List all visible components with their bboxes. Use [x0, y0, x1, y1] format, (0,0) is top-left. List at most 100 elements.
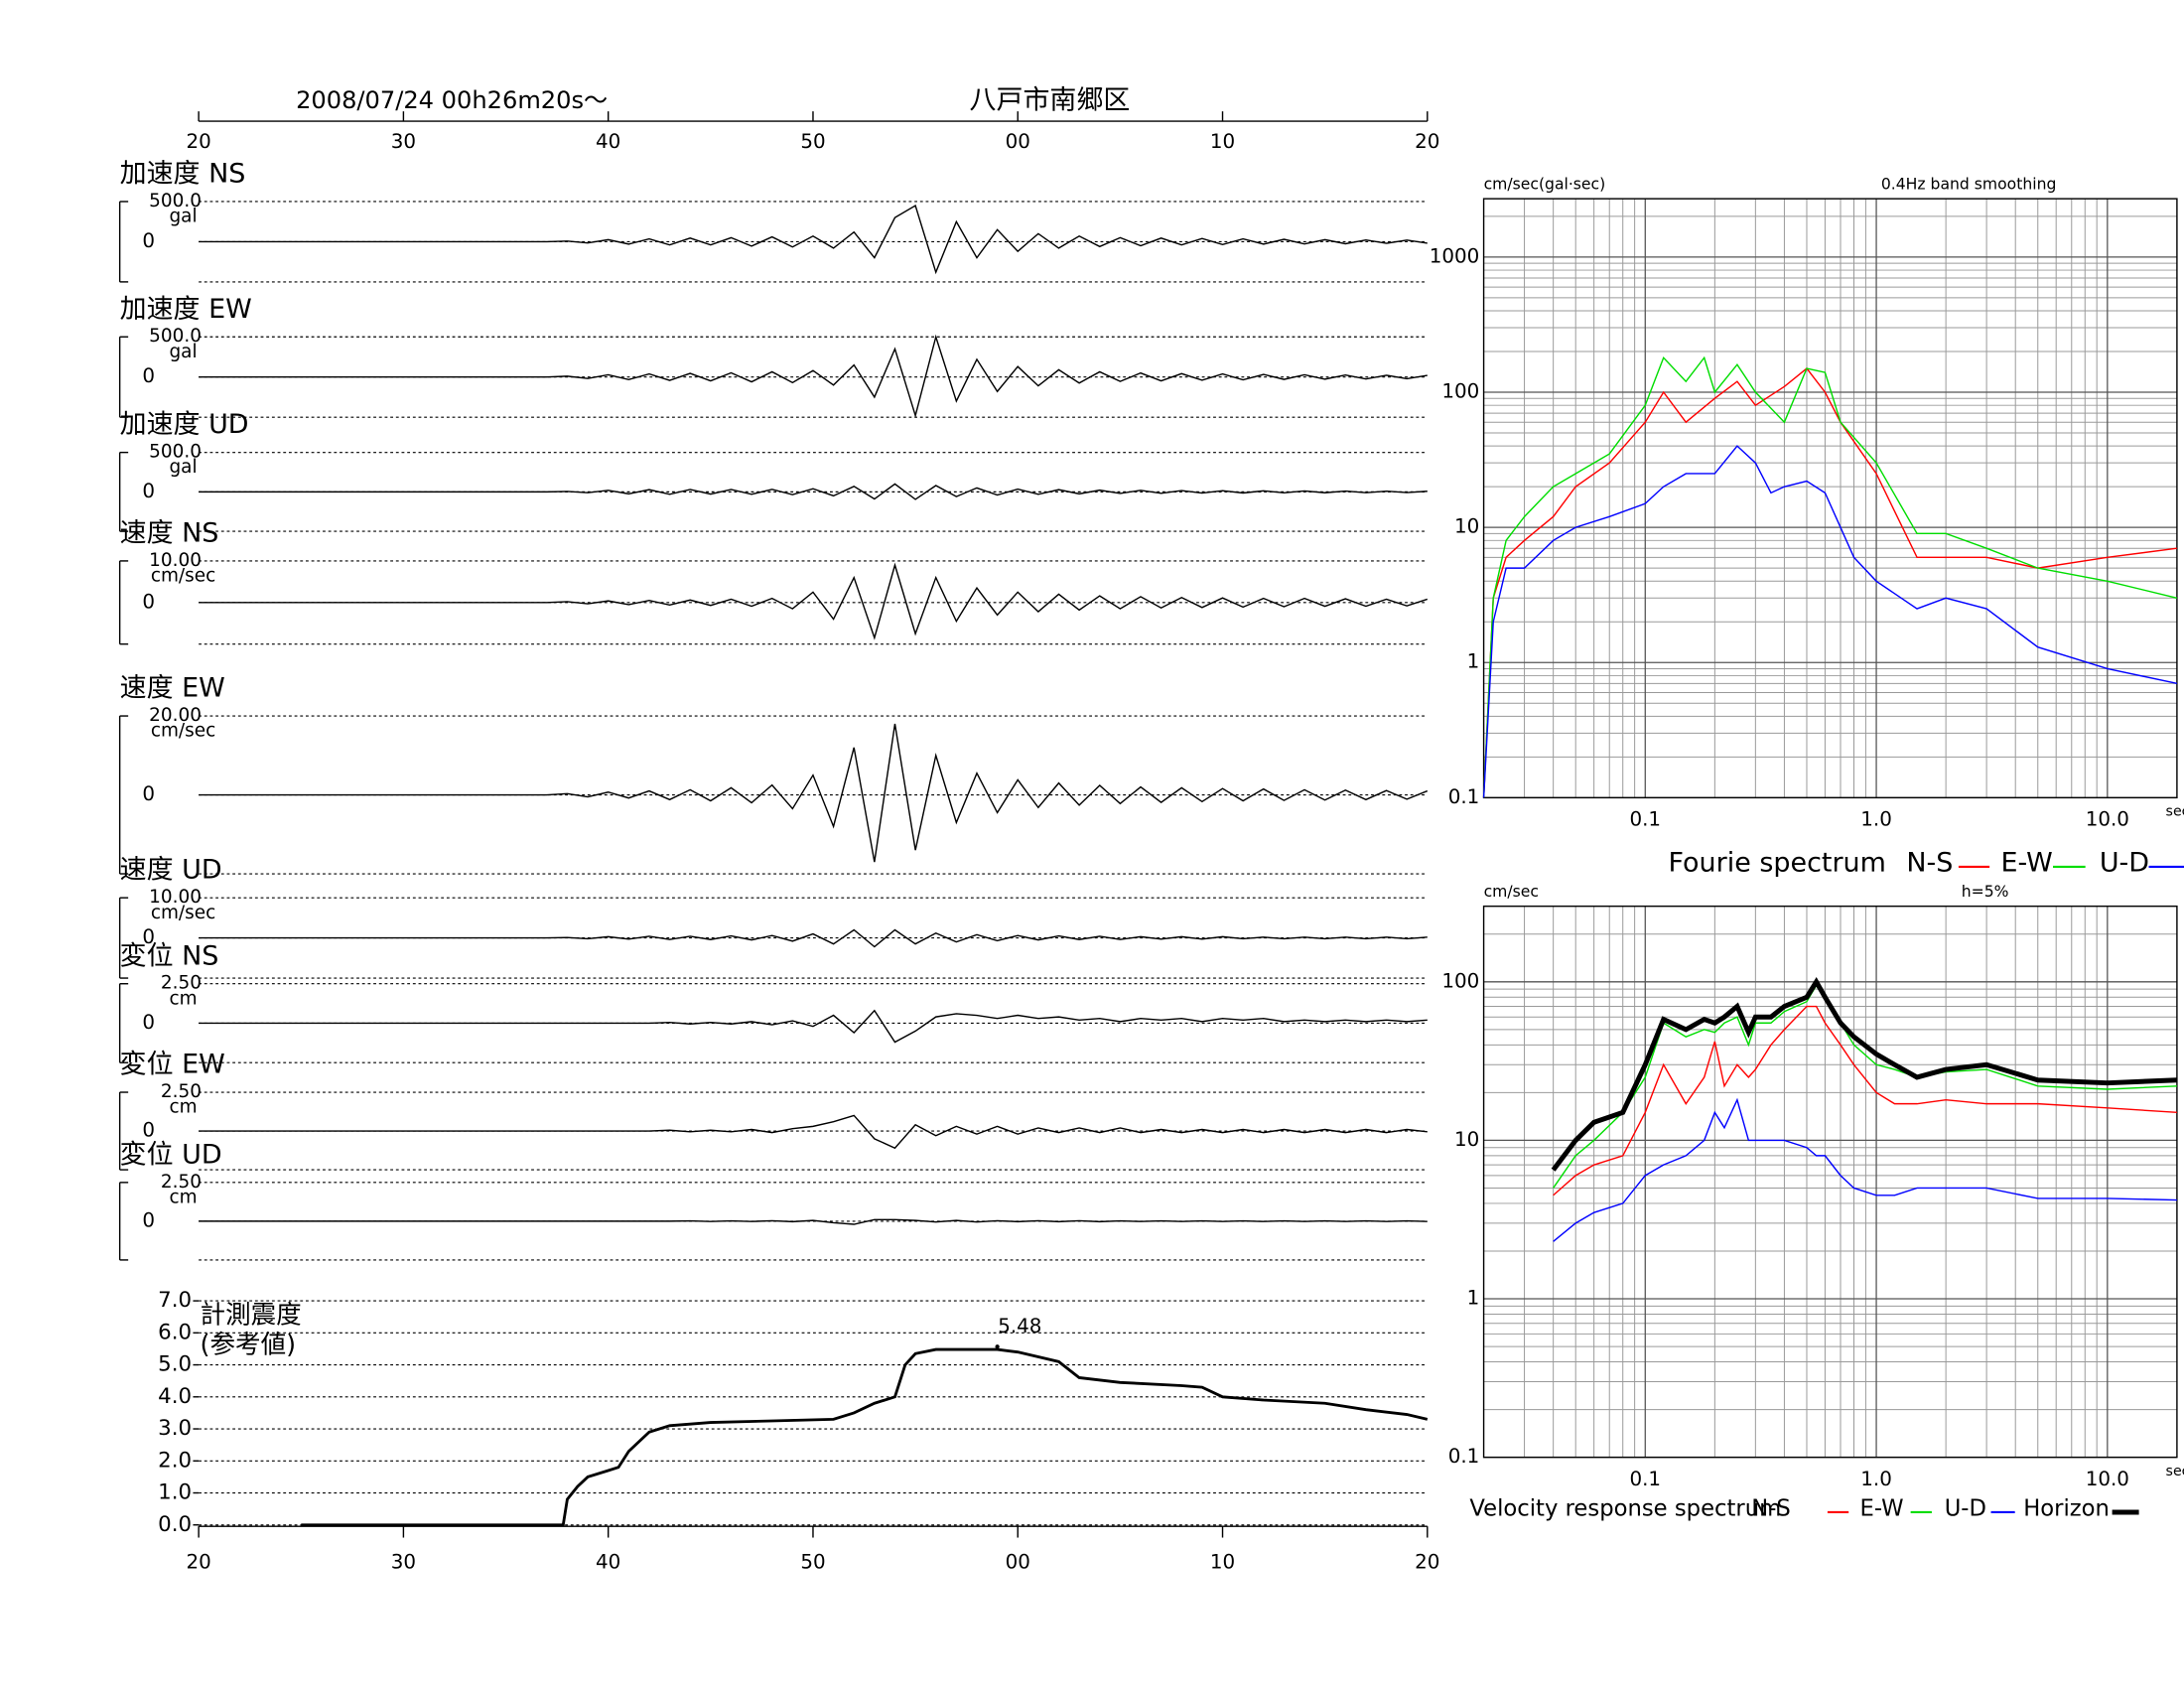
waveform-trace [199, 483, 1428, 500]
x-tick-label: 1.0 [1860, 808, 1892, 831]
x-tick-label: 0.1 [1629, 808, 1661, 831]
chart-subtitle: (参考値) [201, 1331, 297, 1360]
legend-title: Velocity response spectrum [1469, 1496, 1781, 1522]
y-tick-label: 100 [1441, 969, 1479, 992]
x-tick-label: 20 [1415, 1551, 1439, 1574]
x-unit: sec [2166, 1464, 2184, 1479]
y-tick-label: 100 [1441, 379, 1479, 402]
x-tick-label: 10.0 [2086, 808, 2129, 831]
series-line [1553, 984, 2177, 1189]
x-tick-label: 30 [391, 1551, 416, 1574]
y-tick-label: 0.1 [1448, 1445, 1480, 1468]
x-tick-label: 50 [800, 130, 825, 153]
y-tick-label: 1 [1467, 1287, 1480, 1310]
y-tick-label: 0 [142, 1011, 155, 1034]
y-tick-label: 0 [142, 364, 155, 387]
panel-title: 変位 UD [120, 1139, 222, 1170]
y-tick-label: 0 [142, 1119, 155, 1142]
station-header: 八戸市南郷区 [970, 85, 1131, 116]
series-line [1482, 355, 2178, 798]
series-line [1482, 367, 2177, 798]
y-tick-label: 0.0 [158, 1512, 192, 1537]
x-unit: sec [2166, 804, 2184, 820]
x-tick-label: 20 [186, 130, 210, 153]
plot-frame [1482, 198, 2178, 799]
waveform-trace [199, 1218, 1428, 1225]
waveform-trace [199, 928, 1428, 948]
peak-marker [995, 1344, 1000, 1349]
x-tick-label: 00 [1006, 1551, 1030, 1574]
legend-label: E-W [1860, 1496, 1904, 1522]
waveform-trace [199, 334, 1428, 419]
y-tick-label: 0 [142, 480, 155, 502]
waveform-trace [199, 204, 1428, 275]
panel-title: 速度 UD [120, 855, 222, 886]
x-tick-label: 30 [391, 130, 416, 153]
y-tick-label: 0 [142, 1208, 155, 1231]
panel-title: 速度 NS [120, 517, 219, 548]
waveform-trace [199, 1114, 1428, 1150]
y-tick-label: 1000 [1430, 244, 1480, 267]
panel-title: 変位 EW [120, 1050, 225, 1080]
unit-label: gal [169, 342, 197, 362]
y-tick-label: 2.50 [161, 1081, 202, 1102]
legend-label: N-S [1906, 848, 1953, 879]
y-tick-label: 10.00 [149, 550, 202, 571]
y-tick-label: 2.0 [158, 1448, 192, 1473]
waveform-trace [199, 723, 1429, 863]
x-tick-label: 1.0 [1860, 1468, 1892, 1490]
x-tick-label: 10.0 [2086, 1468, 2129, 1490]
y-tick-label: 0.1 [1448, 785, 1480, 808]
panel-title: 加速度 NS [120, 159, 246, 190]
x-tick-label: 50 [800, 1551, 825, 1574]
y-tick-label: 2.50 [161, 973, 202, 994]
peak-label: 5.48 [998, 1315, 1041, 1337]
y-tick-label: 4.0 [158, 1384, 192, 1409]
x-tick-label: 0.1 [1629, 1468, 1661, 1490]
y-tick-label: 20.00 [149, 705, 202, 726]
legend-label: U-D [1945, 1496, 1986, 1522]
y-tick-label: 7.0 [158, 1288, 192, 1313]
y-tick-label: 500.0 [149, 442, 202, 463]
y-tick-label: 0 [142, 782, 155, 805]
chart-title: 計測震度 [201, 1301, 302, 1331]
y-tick-label: 3.0 [158, 1416, 192, 1441]
x-tick-label: 40 [596, 1551, 620, 1574]
x-tick-label: 20 [186, 1551, 210, 1574]
y-tick-label: 10 [1454, 515, 1479, 538]
y-tick-label: 10 [1454, 1128, 1479, 1151]
y-tick-label: 0 [142, 229, 155, 252]
y-unit: cm/sec [1484, 883, 1539, 901]
legend-label: E-W [2000, 848, 2052, 879]
y-unit: cm/sec(gal·sec) [1484, 175, 1606, 193]
waveform-trace [199, 562, 1429, 640]
y-tick-label: 1 [1467, 650, 1480, 673]
series-line [1553, 1005, 2177, 1196]
x-tick-label: 20 [1415, 130, 1439, 153]
legend-label: N-S [1751, 1496, 1791, 1522]
panel-title: 変位 NS [120, 940, 219, 971]
panel-title: 加速度 UD [120, 409, 249, 440]
panel-title: 加速度 EW [120, 294, 252, 325]
panel-title: 速度 EW [120, 673, 225, 704]
y-tick-label: 1.0 [158, 1480, 192, 1505]
unit-label: cm [169, 1187, 197, 1207]
series-line [1482, 445, 2178, 798]
unit-label: cm/sec [151, 903, 215, 923]
unit-label: cm [169, 988, 197, 1009]
unit-label: cm/sec [151, 721, 215, 742]
unit-label: cm/sec [151, 566, 215, 587]
intensity-line [301, 1347, 1429, 1527]
y-tick-label: 10.00 [149, 887, 202, 908]
x-tick-label: 10 [1210, 1551, 1235, 1574]
x-tick-label: 40 [596, 130, 620, 153]
note: 0.4Hz band smoothing [1881, 175, 2057, 193]
unit-label: cm [169, 1097, 197, 1118]
note: h=5% [1962, 883, 2009, 901]
y-tick-label: 500.0 [149, 326, 202, 347]
y-tick-label: 0 [142, 925, 155, 948]
y-tick-label: 0 [142, 590, 155, 613]
legend-title: Fourie spectrum [1669, 848, 1886, 879]
unit-label: gal [169, 457, 197, 478]
